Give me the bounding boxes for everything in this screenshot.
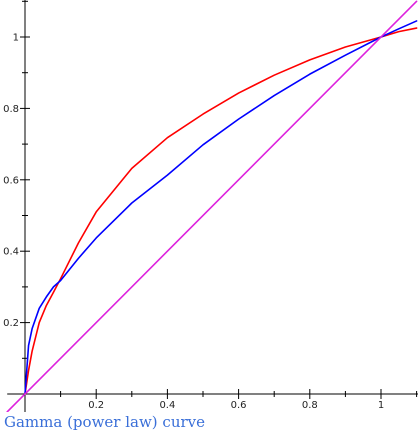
y-tick-label: 0.4	[3, 247, 19, 258]
x-tick-label: 1	[378, 400, 384, 411]
x-tick-label: 0.6	[231, 400, 247, 411]
y-tick-label: 0.6	[3, 175, 19, 186]
series-line-3	[6, 0, 418, 412]
y-tick-label: 0.2	[3, 318, 19, 329]
chart-svg: 0.2 0.4 0.6 0.8 1 0.2 0.4 0.6 0.8 1	[3, 0, 418, 412]
chart-caption: Gamma (power law) curve	[4, 413, 206, 431]
y-tick-label: 0.8	[3, 104, 19, 115]
x-tick-label: 0.4	[159, 400, 175, 411]
x-tick-label: 0.8	[302, 400, 318, 411]
x-tick-label: 0.2	[88, 400, 104, 411]
y-tick-label: 1	[13, 33, 19, 44]
series-line-1	[24, 27, 418, 395]
series-line-2	[24, 20, 418, 395]
gamma-chart: 0.2 0.4 0.6 0.8 1 0.2 0.4 0.6 0.8 1	[3, 0, 418, 412]
